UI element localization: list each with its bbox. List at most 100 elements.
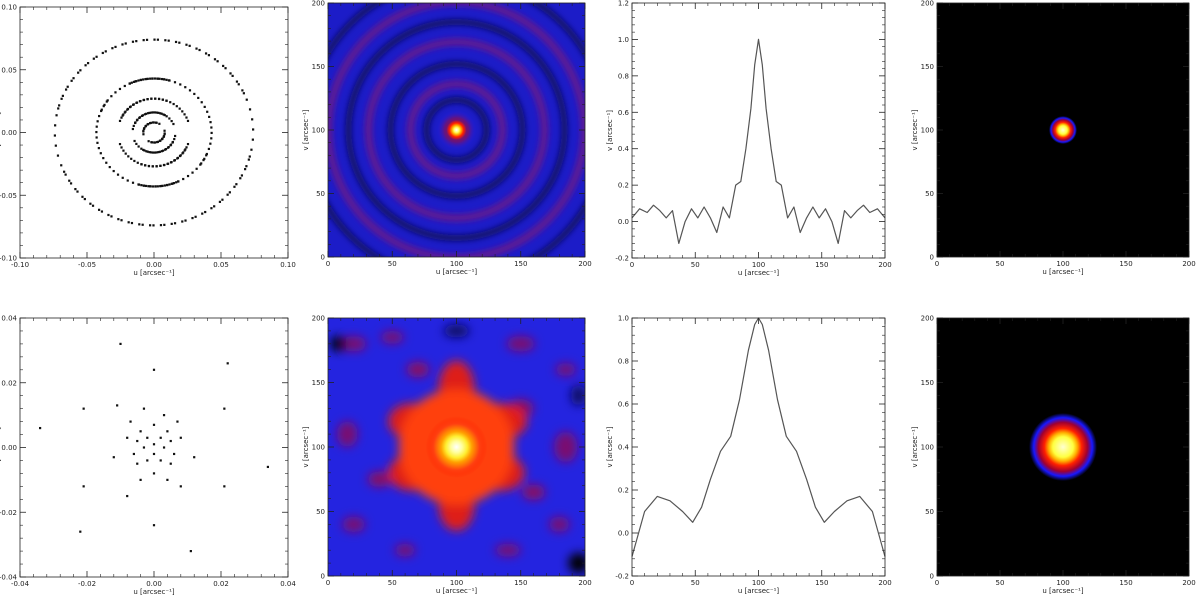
uv-point	[182, 151, 185, 154]
profile-line	[631, 317, 886, 557]
uv-point	[122, 149, 125, 152]
x-tick-label: 200	[1182, 260, 1195, 268]
uv-point	[55, 114, 58, 117]
uv-point	[193, 456, 196, 459]
uv-point	[186, 174, 190, 178]
uv-point	[144, 78, 147, 81]
uv-point	[147, 112, 150, 115]
uv-point	[135, 40, 138, 43]
uv-point	[110, 215, 113, 218]
x-tick-label: 100	[450, 579, 463, 587]
uv-point	[222, 64, 225, 68]
x-tick-label: 100	[450, 260, 463, 268]
uv-point	[142, 39, 145, 42]
uv-point	[138, 116, 142, 119]
uv-point	[155, 151, 158, 154]
uv-point	[170, 119, 173, 123]
uv-point	[248, 155, 251, 158]
uv-point	[136, 118, 139, 121]
uv-point	[147, 140, 150, 143]
uv-point	[123, 84, 126, 88]
x-tick-label: 150	[1119, 579, 1132, 587]
uv-point	[139, 478, 142, 481]
uv-point	[77, 71, 80, 74]
heatmap-image	[328, 3, 585, 257]
uv-point	[114, 45, 117, 49]
uv-point	[153, 151, 156, 154]
uv-point	[153, 141, 156, 144]
uv-point	[166, 146, 170, 149]
uv-point	[158, 122, 161, 125]
uv-point	[138, 100, 142, 103]
uv-point	[213, 58, 217, 61]
uv-point	[97, 147, 100, 150]
uv-point	[70, 79, 73, 82]
heatmap-blob	[342, 516, 366, 533]
uv-point	[118, 119, 122, 123]
uv-point	[146, 150, 149, 153]
profile-line	[631, 38, 886, 244]
x-axis-label: u [arcsec⁻¹]	[1042, 268, 1084, 276]
uv-point	[126, 436, 129, 439]
uv-point	[118, 142, 122, 146]
uv-point	[147, 122, 150, 126]
y-tick-label: 150	[312, 63, 325, 71]
uv-point	[148, 224, 152, 227]
uv-point	[157, 111, 160, 114]
uv-point	[108, 165, 111, 169]
uv-point	[145, 77, 148, 81]
uv-point	[185, 116, 188, 119]
x-axis-label: u [arcsec⁻¹]	[436, 587, 478, 595]
uv-point	[130, 81, 133, 84]
heatmap-blob	[522, 484, 546, 500]
uv-point	[151, 165, 154, 168]
uv-point	[95, 125, 98, 128]
uv-point	[145, 150, 148, 153]
uv-point	[159, 185, 162, 188]
beam-peak	[1029, 413, 1097, 481]
uv-point	[162, 446, 166, 449]
uv-point	[168, 117, 171, 120]
uv-point	[161, 184, 164, 187]
uv-point	[162, 113, 165, 116]
uv-point	[179, 485, 182, 488]
y-tick-label: -0.2	[615, 255, 629, 263]
y-axis-label: v [arcsec⁻¹]	[0, 427, 2, 468]
uv-point	[110, 95, 113, 98]
y-tick-label: 0.6	[618, 109, 630, 117]
uv-point	[157, 151, 160, 154]
uv-point	[159, 436, 162, 439]
uv-point	[82, 407, 85, 410]
uv-point	[165, 99, 168, 102]
uv-point	[74, 187, 77, 191]
uv-point	[76, 190, 79, 193]
uv-point	[155, 111, 158, 114]
uv-point	[124, 42, 127, 45]
uv-point	[166, 162, 170, 165]
x-tick-label: -0.10	[11, 261, 29, 269]
y-tick-label: 0.2	[618, 182, 629, 190]
y-tick-label: 0.8	[618, 72, 629, 80]
x-tick-label: 100	[752, 261, 765, 269]
uv-point	[200, 101, 203, 104]
uv-point	[221, 198, 224, 201]
x-tick-label: 100	[1056, 260, 1069, 268]
uv-point	[172, 182, 176, 185]
x-tick-label: 0.02	[213, 580, 229, 588]
y-tick-label: 200	[312, 315, 325, 323]
uv-point	[150, 97, 153, 100]
uv-point	[128, 105, 132, 109]
uv-point	[39, 426, 42, 430]
uv-point	[172, 122, 175, 126]
heatmap-ring	[364, 38, 549, 222]
uv-point	[159, 164, 162, 167]
uv-point	[169, 439, 172, 443]
y-tick-label: 0.6	[618, 401, 630, 409]
uv-point	[152, 121, 155, 124]
y-tick-label: 100	[921, 444, 934, 452]
uv-point	[72, 77, 75, 80]
uv-point	[160, 77, 164, 81]
uv-point	[185, 43, 188, 46]
uv-point	[126, 179, 129, 182]
y-tick-label: -0.10	[0, 255, 17, 263]
